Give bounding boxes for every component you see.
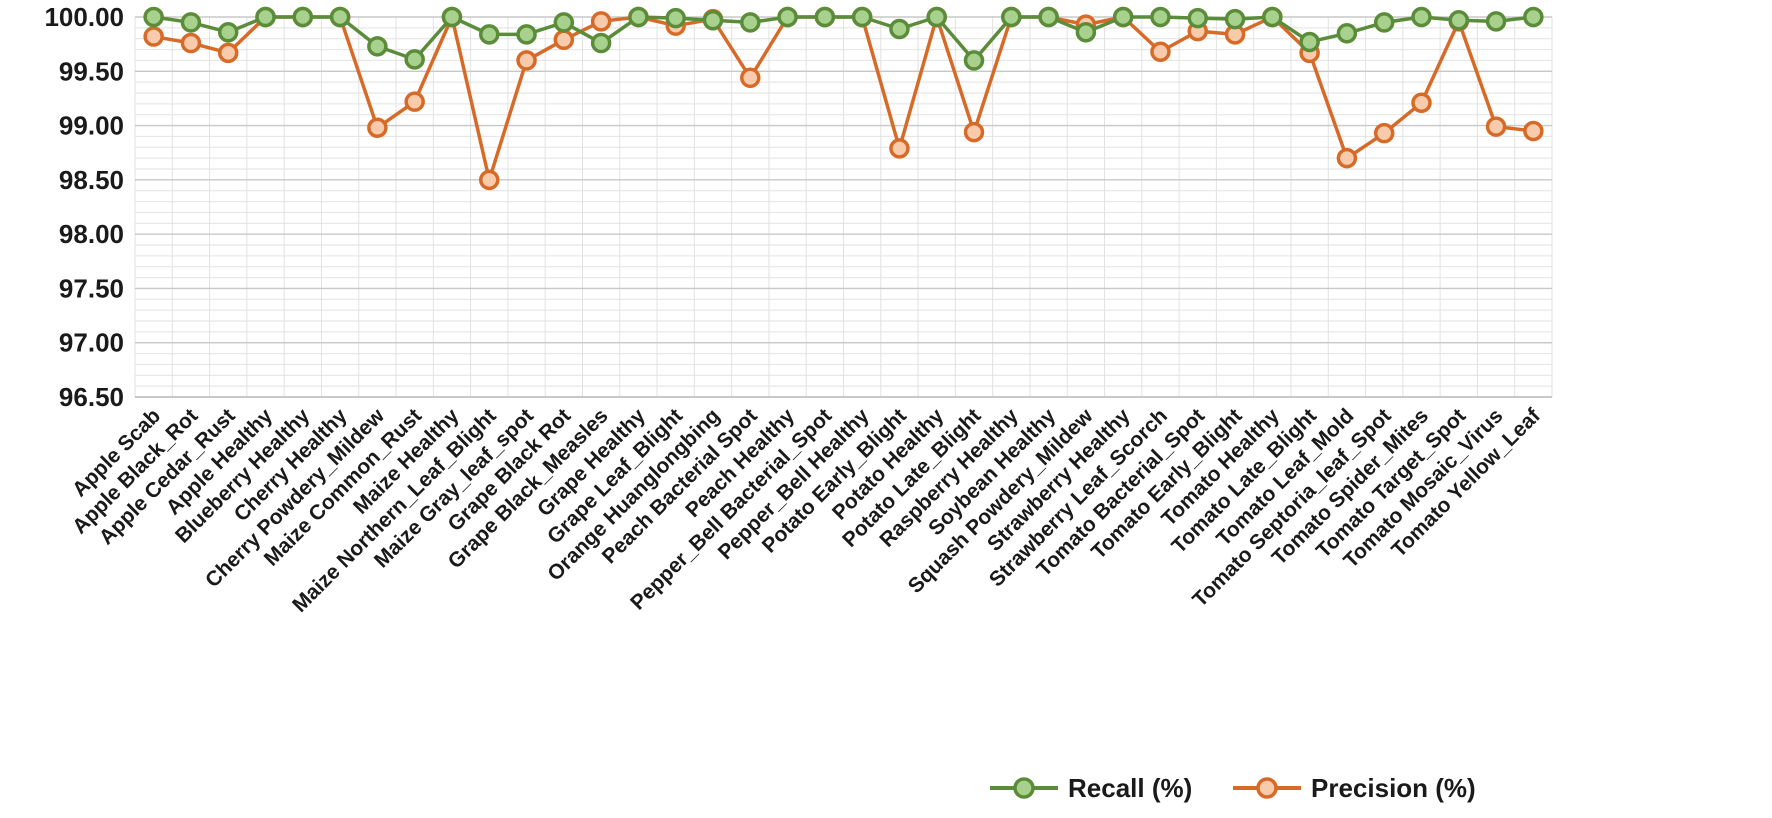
- data-point: [180, 32, 202, 54]
- data-point: [889, 18, 910, 40]
- data-point: [1523, 6, 1544, 28]
- data-point: [590, 11, 612, 32]
- data-point: [1150, 41, 1171, 62]
- data-point: [180, 12, 202, 33]
- data-point: [702, 10, 724, 31]
- grid: [134, 16, 1553, 398]
- data-point: [889, 138, 910, 159]
- y-tick-label: 98.00: [59, 219, 124, 249]
- legend-label: Recall (%): [1068, 773, 1192, 803]
- legend-label: Precision (%): [1311, 773, 1476, 803]
- data-point: [217, 21, 239, 43]
- data-point: [740, 12, 761, 33]
- data-point: [1187, 7, 1208, 29]
- legend: Recall (%) Precision (%): [990, 773, 1476, 803]
- data-point: [628, 6, 649, 28]
- data-point: [1485, 116, 1507, 137]
- data-point: [516, 50, 537, 71]
- y-tick-label: 100.00: [44, 2, 124, 32]
- data-point: [1224, 8, 1246, 30]
- y-tick-label: 98.50: [59, 165, 124, 195]
- y-tick-label: 96.50: [59, 382, 124, 412]
- data-point: [1411, 92, 1432, 114]
- data-point: [404, 91, 425, 112]
- data-point: [1075, 21, 1097, 43]
- data-point: [665, 7, 686, 29]
- legend-item: Recall (%): [990, 773, 1192, 803]
- data-point: [1038, 6, 1059, 28]
- data-point: [1336, 147, 1358, 169]
- data-point: [367, 117, 388, 138]
- data-point: [143, 26, 164, 47]
- data-point: [1373, 12, 1395, 33]
- data-point: [1150, 6, 1171, 28]
- data-point: [777, 6, 798, 28]
- data-point: [255, 6, 276, 28]
- data-point: [1001, 6, 1022, 28]
- data-point: [329, 6, 351, 28]
- data-point: [553, 29, 575, 51]
- legend-marker: [1013, 777, 1035, 799]
- data-point: [1373, 122, 1395, 144]
- y-tick-label: 97.00: [59, 328, 124, 358]
- data-point: [1336, 23, 1358, 44]
- data-point: [851, 6, 873, 28]
- y-tick-label: 99.00: [59, 111, 124, 141]
- series-recall: [143, 6, 1544, 71]
- data-point: [441, 6, 463, 28]
- legend-marker: [1256, 777, 1278, 799]
- data-point: [1112, 6, 1134, 28]
- y-axis-tick-labels: 100.00 99.50 99.00 98.50 98.00 97.50 97.00 96.5…: [44, 2, 124, 412]
- data-point: [814, 6, 836, 28]
- data-point: [1448, 10, 1470, 31]
- data-point: [292, 6, 314, 28]
- data-point: [1262, 6, 1283, 28]
- data-point: [479, 169, 500, 191]
- data-point: [479, 24, 500, 45]
- y-tick-label: 99.50: [59, 56, 124, 86]
- data-point: [963, 50, 985, 71]
- data-point: [590, 32, 612, 54]
- data-point: [1485, 11, 1507, 32]
- data-point: [963, 121, 985, 143]
- data-point: [553, 12, 575, 33]
- data-point: [367, 36, 388, 57]
- data-point: [404, 49, 425, 70]
- y-tick-label: 97.50: [59, 273, 124, 303]
- data-point: [516, 24, 537, 45]
- series-group: [143, 6, 1544, 191]
- data-point: [1411, 6, 1432, 28]
- data-point: [1299, 31, 1320, 53]
- legend-item: Precision (%): [1233, 773, 1476, 803]
- data-point: [1523, 120, 1544, 142]
- data-point: [217, 42, 239, 64]
- data-point: [740, 67, 761, 89]
- data-point: [143, 6, 164, 28]
- data-point: [926, 6, 947, 28]
